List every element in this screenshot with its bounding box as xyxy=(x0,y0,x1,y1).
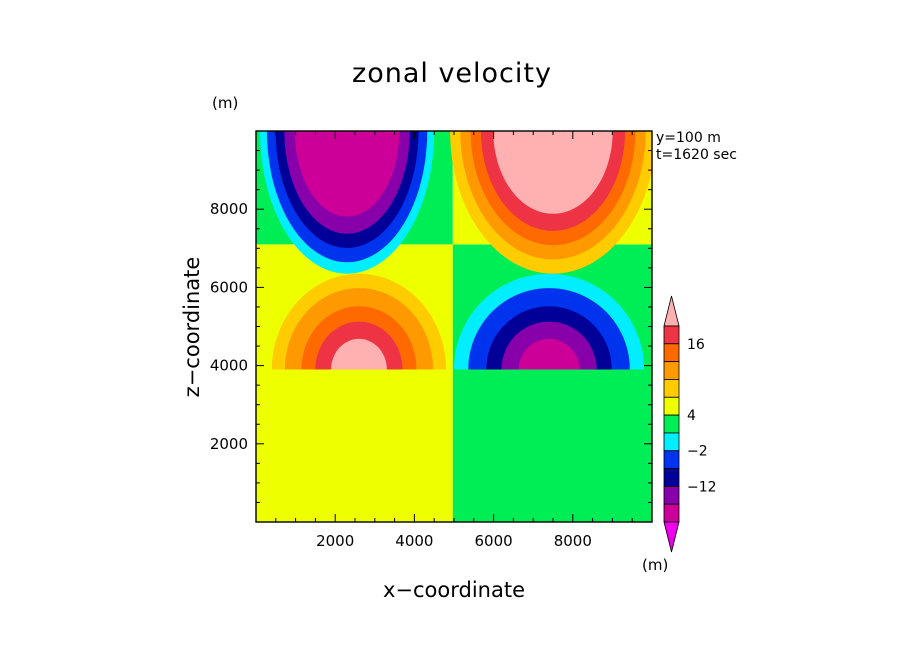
x-tick-label: 2000 xyxy=(316,532,354,550)
lobe-lower-left-band-4 xyxy=(331,338,387,370)
x-tick-label: 8000 xyxy=(554,532,592,550)
y-tick-label: 4000 xyxy=(210,357,248,375)
colorbar-swatch xyxy=(663,396,680,416)
colorbar-swatch xyxy=(663,325,680,345)
x-axis-label: x−coordinate xyxy=(382,578,526,602)
x-axis: 2000 4000 6000 8000 xyxy=(275,131,633,550)
colorbar-swatch xyxy=(663,361,680,380)
colorbar-top-arrow xyxy=(663,295,680,327)
info-t: t=1620 sec xyxy=(656,147,737,163)
lobe-upper-right-band-4 xyxy=(493,131,613,214)
colorbar-swatch xyxy=(663,432,680,452)
y-tick-label: 2000 xyxy=(210,435,248,453)
y-axis: 2000 4000 6000 8000 xyxy=(210,150,652,503)
colorbar-label: −2 xyxy=(687,444,708,460)
colorbar: 16 4 −2 −12 xyxy=(663,295,717,553)
colorbar-swatch xyxy=(663,414,680,434)
colorbar-swatch xyxy=(663,379,680,398)
x-tick-label: 4000 xyxy=(395,532,433,550)
colorbar-label: 16 xyxy=(687,337,705,353)
y-axis-label: z−coordinate xyxy=(180,256,204,398)
y-tick-label: 6000 xyxy=(210,278,248,296)
colorbar-bottom-arrow xyxy=(663,521,680,553)
colorbar-swatch xyxy=(663,503,680,523)
lobe-lower-right-band-4 xyxy=(518,338,580,370)
chart-title: zonal velocity xyxy=(352,58,552,89)
info-y: y=100 m xyxy=(656,130,721,146)
info-annotation: y=100 m t=1620 sec xyxy=(656,130,737,164)
contour-field xyxy=(256,131,652,522)
colorbar-unit: (m) xyxy=(642,556,669,574)
y-tick-label: 8000 xyxy=(210,200,248,218)
x-tick-label: 6000 xyxy=(475,532,513,550)
colorbar-swatch xyxy=(663,468,680,487)
colorbar-swatch xyxy=(663,450,680,469)
z-axis-unit: (m) xyxy=(212,94,239,112)
colorbar-label: 4 xyxy=(687,408,696,424)
colorbar-swatch xyxy=(663,485,680,505)
colorbar-label: −12 xyxy=(687,479,717,495)
lobe-upper-left-band-4 xyxy=(294,131,400,217)
colorbar-swatch xyxy=(663,343,680,363)
